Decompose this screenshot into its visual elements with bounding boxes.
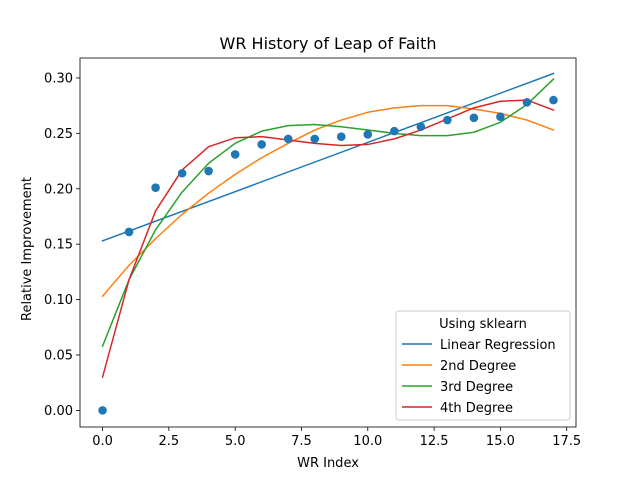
x-tick-label: 2.5 bbox=[159, 434, 180, 449]
scatter-point bbox=[522, 98, 532, 107]
chart-title: WR History of Leap of Faith bbox=[220, 34, 437, 53]
scatter-point bbox=[336, 132, 346, 141]
series-line-3 bbox=[101, 77, 555, 348]
legend-label-1: Linear Regression bbox=[440, 338, 556, 353]
x-tick-label: 15.0 bbox=[486, 434, 515, 449]
y-tick-label: 0.30 bbox=[44, 71, 73, 86]
x-tick-label: 12.5 bbox=[420, 434, 449, 449]
scatter-point bbox=[390, 126, 399, 136]
y-tick-label: 0.10 bbox=[44, 293, 73, 308]
scatter-point bbox=[98, 406, 107, 415]
legend-box bbox=[395, 310, 571, 421]
y-tick-label: 0.15 bbox=[44, 238, 73, 253]
legend-label-2: 2nd Degree bbox=[440, 359, 516, 374]
scatter-point bbox=[230, 150, 240, 159]
scatter-point bbox=[124, 227, 134, 237]
scatter-point bbox=[469, 113, 479, 123]
legend-title: Using sklearn bbox=[439, 317, 527, 332]
y-tick-label: 0.20 bbox=[44, 182, 73, 197]
scatter-point bbox=[443, 115, 452, 125]
legend-label-4: 4th Degree bbox=[440, 401, 513, 416]
y-axis-label: Relative Improvement bbox=[20, 177, 35, 321]
y-tick-label: 0.05 bbox=[44, 348, 73, 363]
scatter-point bbox=[283, 134, 293, 144]
x-axis-label: WR Index bbox=[297, 456, 359, 471]
scatter-point bbox=[496, 112, 505, 122]
scatter-point bbox=[310, 134, 320, 144]
y-tick-label: 0.25 bbox=[44, 127, 73, 142]
series-line-4 bbox=[101, 99, 555, 379]
scatter-point bbox=[204, 166, 213, 176]
x-tick-label: 5.0 bbox=[225, 434, 246, 449]
scatter-point bbox=[549, 95, 558, 105]
scatter-point bbox=[151, 183, 160, 192]
y-tick-label: 0.00 bbox=[44, 404, 73, 419]
axis-ticks: 0.0 2.5 5.0 7.5 10.0 12.5 15.0 17.5 0.00 0.05 0.10… bbox=[44, 57, 581, 449]
plot-area bbox=[98, 72, 558, 415]
x-tick-label: 7.5 bbox=[291, 434, 312, 449]
axes-frame bbox=[79, 57, 577, 428]
legend: Using sklearn Linear Regression 2nd Degre… bbox=[395, 310, 571, 421]
scatter-point bbox=[177, 168, 187, 178]
scatter-point bbox=[363, 130, 373, 139]
series-line-1 bbox=[101, 72, 555, 242]
scatter-point bbox=[416, 122, 426, 132]
scatter-point bbox=[257, 140, 266, 149]
legend-label-3: 3rd Degree bbox=[440, 380, 513, 395]
x-tick-label: 10.0 bbox=[353, 434, 382, 449]
x-tick-label: 17.5 bbox=[552, 434, 581, 449]
x-tick-label: 0.0 bbox=[92, 434, 113, 449]
